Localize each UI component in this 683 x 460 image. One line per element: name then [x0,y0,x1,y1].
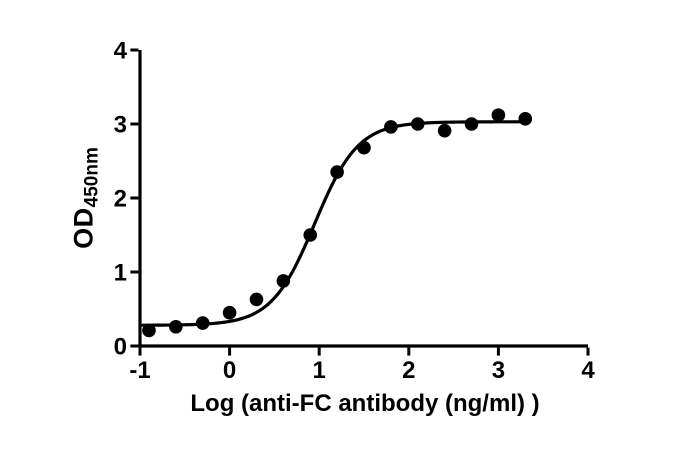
x-tick-label: 2 [402,357,415,384]
y-axis-label-text: OD [68,207,99,249]
y-tick-label: 1 [114,260,127,287]
y-axis-label: OD450nm [68,147,103,249]
data-point [222,305,237,320]
data-point [357,140,371,155]
x-tick-label: 0 [223,357,236,384]
data-point [303,228,318,242]
y-tick-label: 4 [114,38,128,65]
data-point [491,108,506,122]
data-point [464,117,479,131]
y-tick-label: 3 [114,112,127,139]
data-point [276,274,291,288]
y-tick-label: 0 [114,334,127,361]
data-point [518,112,533,126]
data-point [142,323,156,338]
data-point [195,316,210,330]
data-point [410,117,425,131]
data-point [249,292,264,307]
data-point [169,319,183,334]
fit-curve-line [141,120,529,327]
y-tick-label: 2 [114,186,127,213]
y-axis-label-subscript: 450nm [81,147,103,208]
x-tick-label: 3 [492,357,505,384]
data-point [330,165,344,179]
x-tick-label: -1 [129,357,150,384]
x-tick-label: 1 [313,357,326,384]
data-point [437,123,452,138]
data-point [384,120,398,134]
x-axis-label: Log (anti-FC antibody (ng/ml) ) [190,390,540,417]
x-tick-label: 4 [581,357,595,384]
